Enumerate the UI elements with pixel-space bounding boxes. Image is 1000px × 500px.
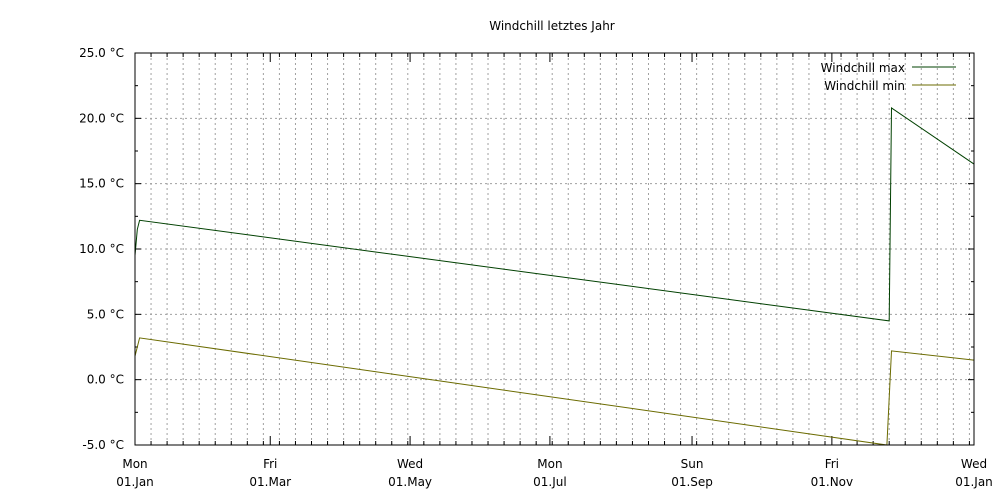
x-tick-day-label: Mon xyxy=(122,457,147,471)
y-tick-label: -5.0 °C xyxy=(82,438,124,452)
x-tick-date-label: 01.Jul xyxy=(533,475,567,489)
y-tick-label: 0.0 °C xyxy=(87,373,124,387)
y-tick-label: 5.0 °C xyxy=(87,307,124,321)
x-tick-date-label: 01.Sep xyxy=(671,475,713,489)
legend-label-min: Windchill min xyxy=(824,79,905,93)
x-tick-date-label: 01.Jan xyxy=(955,475,993,489)
y-axis-tick-labels: -5.0 °C 0.0 °C 5.0 °C 10.0 °C 15.0 °C 20.0 °C… xyxy=(79,46,124,452)
legend: Windchill max Windchill min xyxy=(821,61,956,93)
y-tick-label: 20.0 °C xyxy=(79,111,124,125)
x-tick-day-label: Wed xyxy=(397,457,423,471)
plot-frame xyxy=(134,52,975,446)
chart-title: Windchill letztes Jahr xyxy=(489,19,615,33)
x-tick-day-label: Sun xyxy=(681,457,704,471)
data-series xyxy=(134,106,975,446)
x-tick-date-label: 01.Mar xyxy=(249,475,291,489)
axis-ticks xyxy=(134,52,975,446)
series-line-windchill-max xyxy=(134,106,975,322)
x-tick-date-label: 01.Nov xyxy=(811,475,854,489)
grid xyxy=(135,53,974,445)
x-axis-tick-labels: Mon 01.Jan Fri 01.Mar Wed 01.May Mon 01.Jul Sun 0… xyxy=(116,457,993,489)
x-tick-day-label: Fri xyxy=(825,457,839,471)
y-tick-label: 25.0 °C xyxy=(79,46,124,60)
x-tick-day-label: Fri xyxy=(263,457,277,471)
x-tick-date-label: 01.May xyxy=(388,475,432,489)
series-line-windchill-min xyxy=(134,337,975,446)
legend-label-max: Windchill max xyxy=(821,61,905,75)
x-tick-date-label: 01.Jan xyxy=(116,475,154,489)
x-tick-day-label: Mon xyxy=(537,457,562,471)
x-tick-day-label: Wed xyxy=(961,457,987,471)
y-tick-label: 15.0 °C xyxy=(79,177,124,191)
y-tick-label: 10.0 °C xyxy=(79,242,124,256)
